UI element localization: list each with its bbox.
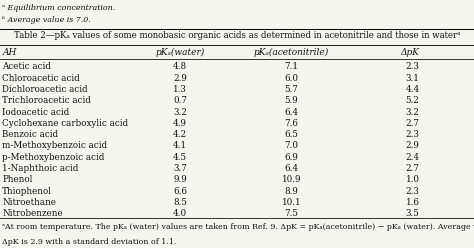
Text: 8.5: 8.5 [173, 198, 187, 207]
Text: 5.7: 5.7 [284, 85, 299, 94]
Text: 1-Naphthoic acid: 1-Naphthoic acid [2, 164, 79, 173]
Text: Nitrobenzene: Nitrobenzene [2, 209, 63, 218]
Text: Acetic acid: Acetic acid [2, 62, 51, 71]
Text: 2.4: 2.4 [405, 153, 419, 162]
Text: 3.5: 3.5 [406, 209, 419, 218]
Text: 4.5: 4.5 [173, 153, 187, 162]
Text: p-Methoxybenzoic acid: p-Methoxybenzoic acid [2, 153, 105, 162]
Text: 2.3: 2.3 [406, 130, 419, 139]
Text: pKₐ(water): pKₐ(water) [155, 48, 205, 57]
Text: 6.5: 6.5 [284, 130, 299, 139]
Text: 4.9: 4.9 [173, 119, 187, 128]
Text: 4.2: 4.2 [173, 130, 187, 139]
Text: 10.9: 10.9 [282, 175, 301, 184]
Text: 5.9: 5.9 [284, 96, 299, 105]
Text: 2.3: 2.3 [406, 186, 419, 196]
Text: Cyclohexane carboxylic acid: Cyclohexane carboxylic acid [2, 119, 128, 128]
Text: m-Methoxybenzoic acid: m-Methoxybenzoic acid [2, 141, 108, 151]
Text: 1.3: 1.3 [173, 85, 187, 94]
Text: 7.1: 7.1 [284, 62, 299, 71]
Text: 6.6: 6.6 [173, 186, 187, 196]
Text: 2.7: 2.7 [405, 119, 419, 128]
Text: Thiophenol: Thiophenol [2, 186, 52, 196]
Text: pKₐ(acetonitrile): pKₐ(acetonitrile) [254, 48, 329, 57]
Text: 6.4: 6.4 [284, 108, 299, 117]
Text: 7.6: 7.6 [284, 119, 299, 128]
Text: 9.9: 9.9 [173, 175, 187, 184]
Text: 2.3: 2.3 [406, 62, 419, 71]
Text: 2.9: 2.9 [406, 141, 419, 151]
Text: 0.7: 0.7 [173, 96, 187, 105]
Text: 2.9: 2.9 [173, 74, 187, 83]
Text: Dichloroacetic acid: Dichloroacetic acid [2, 85, 88, 94]
Text: 4.1: 4.1 [173, 141, 187, 151]
Text: ΔpK is 2.9 with a standard deviation of 1.1.: ΔpK is 2.9 with a standard deviation of … [2, 238, 177, 246]
Text: Trichloroacetic acid: Trichloroacetic acid [2, 96, 91, 105]
Text: 3.2: 3.2 [406, 108, 419, 117]
Text: Phenol: Phenol [2, 175, 33, 184]
Text: Chloroacetic acid: Chloroacetic acid [2, 74, 80, 83]
Text: 3.2: 3.2 [173, 108, 187, 117]
Text: 4.0: 4.0 [173, 209, 187, 218]
Text: 7.0: 7.0 [284, 141, 299, 151]
Text: ᵃAt room temperature. The pKₐ (water) values are taken from Ref. 9. ΔpK = pKₐ(ac: ᵃAt room temperature. The pKₐ (water) va… [2, 223, 474, 231]
Text: 1.6: 1.6 [405, 198, 419, 207]
Text: Iodoacetic acid: Iodoacetic acid [2, 108, 70, 117]
Text: 4.4: 4.4 [405, 85, 419, 94]
Text: 5.2: 5.2 [406, 96, 419, 105]
Text: ᵃ Equilibrium concentration.: ᵃ Equilibrium concentration. [2, 4, 116, 12]
Text: AH: AH [2, 48, 17, 57]
Text: Table 2—pKₐ values of some monobasic organic acids as determined in acetonitrile: Table 2—pKₐ values of some monobasic org… [14, 31, 460, 40]
Text: 6.0: 6.0 [284, 74, 299, 83]
Text: ᵇ Average value is 7.0.: ᵇ Average value is 7.0. [2, 16, 91, 24]
Text: Benzoic acid: Benzoic acid [2, 130, 58, 139]
Text: 10.1: 10.1 [282, 198, 301, 207]
Text: ΔpK: ΔpK [401, 48, 419, 57]
Text: 3.7: 3.7 [173, 164, 187, 173]
Text: 7.5: 7.5 [284, 209, 299, 218]
Text: 1.0: 1.0 [405, 175, 419, 184]
Text: 6.9: 6.9 [284, 153, 299, 162]
Text: 2.7: 2.7 [405, 164, 419, 173]
Text: Nitroethane: Nitroethane [2, 198, 56, 207]
Text: 8.9: 8.9 [284, 186, 299, 196]
Text: 4.8: 4.8 [173, 62, 187, 71]
Text: 6.4: 6.4 [284, 164, 299, 173]
Text: 3.1: 3.1 [406, 74, 419, 83]
